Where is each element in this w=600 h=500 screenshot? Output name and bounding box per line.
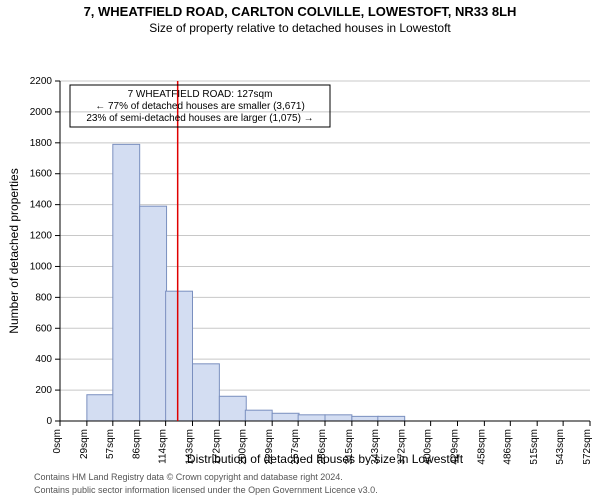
histogram-chart: 0 200 400 600 800 1000 1200 1400 1600 1800 2000 220… xyxy=(0,35,600,470)
y-tick-label: 1200 xyxy=(30,231,53,242)
y-tick-label: 0 xyxy=(46,416,52,427)
x-tick-label: 114sqm xyxy=(158,429,169,464)
histogram-bar xyxy=(113,144,140,421)
y-tick-label: 600 xyxy=(35,323,52,334)
histogram-bar xyxy=(272,413,299,421)
histogram-bar xyxy=(140,206,167,421)
annotation-line-3: 23% of semi-detached houses are larger (… xyxy=(86,113,313,124)
x-tick-label: 486sqm xyxy=(502,429,513,465)
x-tick-label: 572sqm xyxy=(582,429,593,465)
x-tick-label: 515sqm xyxy=(529,429,540,465)
x-tick-label: 86sqm xyxy=(132,429,143,459)
x-tick-label: 458sqm xyxy=(476,429,487,465)
x-tick-label: 543sqm xyxy=(555,429,566,465)
histogram-bar xyxy=(219,396,246,421)
page-subtitle: Size of property relative to detached ho… xyxy=(0,21,600,35)
annotation-line-1: 7 WHEATFIELD ROAD: 127sqm xyxy=(128,89,273,100)
histogram-bar xyxy=(298,415,325,421)
y-tick-label: 200 xyxy=(35,385,52,396)
histogram-bar xyxy=(166,291,193,421)
y-tick-label: 1800 xyxy=(30,138,53,149)
y-tick-label: 2000 xyxy=(30,107,53,118)
histogram-bar xyxy=(325,415,352,421)
chart-svg: 0 200 400 600 800 1000 1200 1400 1600 1800 2000 220… xyxy=(0,35,600,465)
x-tick-label: 0sqm xyxy=(52,429,63,453)
y-axis-label: Number of detached properties xyxy=(7,168,21,333)
y-tick-label: 2200 xyxy=(30,76,53,87)
y-tick-label: 400 xyxy=(35,354,52,365)
page-title: 7, WHEATFIELD ROAD, CARLTON COLVILLE, LO… xyxy=(0,4,600,19)
x-tick-label: 57sqm xyxy=(105,429,116,459)
histogram-bar xyxy=(87,395,114,421)
x-axis-label: Distribution of detached houses by size … xyxy=(187,452,464,465)
y-tick-label: 1000 xyxy=(30,261,53,272)
y-tick-label: 800 xyxy=(35,292,52,303)
y-tick-label: 1600 xyxy=(30,169,53,180)
attribution-line-1: Contains HM Land Registry data © Crown c… xyxy=(34,472,600,483)
annotation-line-2: ← 77% of detached houses are smaller (3,… xyxy=(95,101,305,112)
histogram-bar xyxy=(245,410,272,421)
x-tick-label: 29sqm xyxy=(79,429,90,459)
histogram-bar xyxy=(378,416,405,421)
attribution-line-2: Contains public sector information licen… xyxy=(34,485,600,496)
histogram-bar xyxy=(193,364,220,421)
y-tick-label: 1400 xyxy=(30,200,53,211)
histogram-bar xyxy=(352,416,379,421)
